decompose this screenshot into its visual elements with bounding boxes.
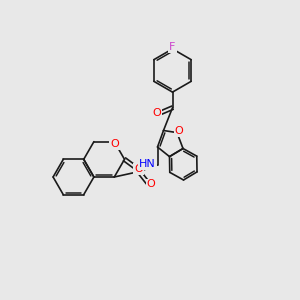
Text: F: F bbox=[169, 42, 176, 52]
Text: HN: HN bbox=[139, 159, 156, 170]
Text: O: O bbox=[146, 179, 155, 190]
Text: O: O bbox=[110, 139, 119, 149]
Text: O: O bbox=[134, 164, 143, 174]
Text: O: O bbox=[175, 126, 184, 136]
Text: O: O bbox=[152, 108, 161, 118]
